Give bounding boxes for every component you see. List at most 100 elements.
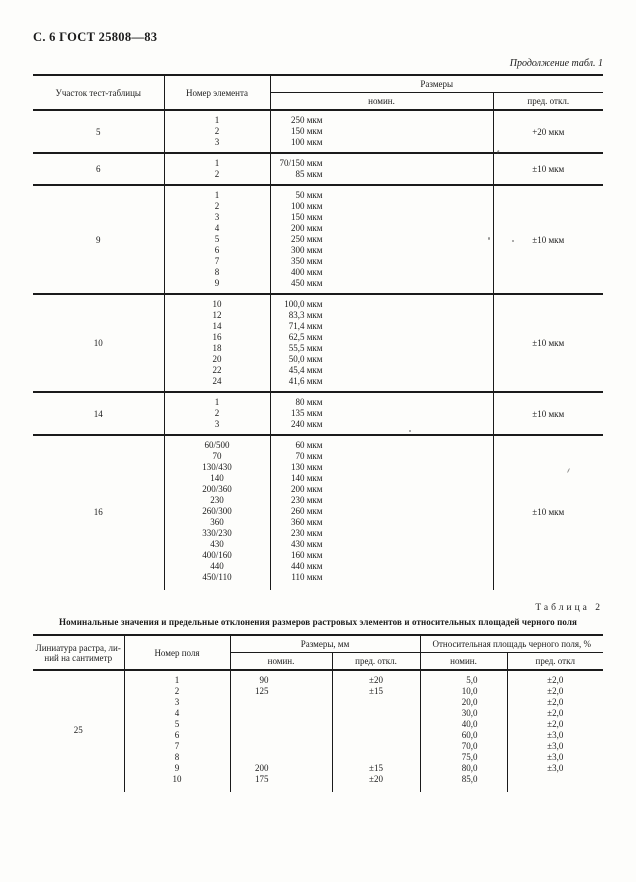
scan-speck	[512, 240, 514, 242]
nominal-value: 100 мкм	[290, 137, 323, 147]
nominal-value: 250 мкм	[290, 115, 323, 125]
nominal-value: 71,4 мкм	[288, 321, 323, 331]
section-number-cell: 5	[33, 110, 164, 154]
area-deviation: ±2,0	[547, 719, 564, 729]
element-number: 1	[214, 115, 220, 125]
element-number: 3	[214, 137, 220, 147]
element-number: 2	[214, 408, 220, 418]
size-nominal	[231, 741, 332, 752]
field-number: 6	[174, 730, 180, 740]
field-number: 9	[174, 763, 180, 773]
scan-speck	[409, 430, 411, 432]
size-deviation: ±15	[369, 686, 383, 696]
size-deviation	[333, 719, 420, 730]
area-nominal: 85,0	[461, 774, 478, 784]
element-number: 330/230	[202, 528, 232, 538]
area-nominal: 70,0	[461, 741, 478, 751]
nominal-value: 200 мкм	[290, 223, 323, 233]
size-deviations-cell: ±20 ±15 ±15 ±20	[331, 670, 420, 792]
nominal-value: 300 мкм	[290, 245, 323, 255]
size-nominal: 175	[255, 774, 269, 784]
nominal-value: 150 мкм	[290, 212, 323, 222]
nominal-value: 62,5 мкм	[288, 332, 323, 342]
element-number: 430	[210, 539, 224, 549]
section-number-cell: 16	[93, 506, 103, 517]
table1-header-section: Участок тест-таблицы	[33, 75, 164, 111]
element-number: 2	[214, 201, 220, 211]
size-deviation: ±20	[369, 774, 383, 784]
deviation-cell: +20 мкм	[492, 110, 604, 154]
field-number: 7	[174, 741, 180, 751]
nominal-value: 100 мкм	[290, 201, 323, 211]
element-number: 16	[212, 332, 222, 342]
nominal-value: 85 мкм	[295, 169, 323, 179]
section-number-cell: 9	[33, 185, 164, 295]
table1-section-row: 9 1 2 3 4 5 6 7 8 9 50 мкм 100 мкм 150 мкм 200 мкм 250…	[33, 185, 604, 295]
nominal-value: 70 мкм	[295, 451, 323, 461]
nominal-values-cell: 100,0 мкм 83,3 мкм 71,4 мкм 62,5 мкм 55,5 мк…	[269, 294, 493, 393]
nominal-value: 450 мкм	[290, 278, 323, 288]
area-deviation: ±2,0	[547, 686, 564, 696]
element-number: 7	[214, 256, 220, 266]
table1-header-deviation: пред. откл.	[492, 92, 604, 111]
element-number: 140	[210, 473, 224, 483]
nominal-value: 160 мкм	[290, 550, 323, 560]
deviation-cell: ±10 мкм	[492, 294, 604, 393]
nominal-value: 430 мкм	[290, 539, 323, 549]
area-nominal: 75,0	[461, 752, 478, 762]
size-nominals-cell: 90 125 200 175	[229, 670, 332, 792]
table1-header-nominal: номин.	[269, 92, 493, 111]
size-nominal	[231, 730, 332, 741]
element-number: 450/110	[202, 572, 232, 582]
size-deviation	[333, 697, 420, 708]
area-nominal: 20,0	[461, 697, 478, 707]
table2-header-area-deviation: пред. откл	[506, 652, 603, 671]
table2-header-area-nominal: номин.	[419, 652, 507, 671]
element-number: 8	[214, 267, 220, 277]
table1-header-element: Номер элемента	[163, 75, 270, 111]
table1-header-sizes-group: Размеры	[269, 75, 604, 93]
nominal-value: 50,0 мкм	[288, 354, 323, 364]
nominal-value: 200 мкм	[290, 484, 323, 494]
table2-header-field: Номер поля	[123, 635, 230, 671]
element-number: 10	[212, 299, 222, 309]
nominal-value: 240 мкм	[290, 419, 323, 429]
nominal-value: 250 мкм	[290, 234, 323, 244]
area-nominal: 5,0	[466, 675, 478, 685]
size-nominal	[231, 752, 332, 763]
element-numbers-cell: 60/500 70 130/430 140 200/360 230 260/300 360 33…	[163, 435, 270, 590]
table2-header-lineature: Линиатура растра, ли- ний на сантиметр	[33, 635, 124, 671]
size-nominal: 125	[255, 686, 269, 696]
area-deviation	[508, 774, 604, 785]
area-deviation: ±3,0	[547, 752, 564, 762]
nominal-value: 70/150 мкм	[279, 158, 323, 168]
element-number: 260/300	[202, 506, 232, 516]
size-deviation	[333, 752, 420, 763]
nominal-values-cell: 250 мкм 150 мкм 100 мкм	[269, 110, 493, 154]
element-number: 22	[212, 365, 222, 375]
element-number: 18	[212, 343, 222, 353]
element-number: 20	[212, 354, 222, 364]
nominal-value: 440 мкм	[290, 561, 323, 571]
area-nominal: 60,0	[461, 730, 478, 740]
nominal-value: 60 мкм	[295, 440, 323, 450]
table2: Линиатура растра, ли- ний на сантиметр Н…	[33, 634, 603, 792]
field-number: 2	[174, 686, 180, 696]
nominal-value: 230 мкм	[290, 528, 323, 538]
section-number-cell: 14	[33, 392, 164, 436]
area-nominals-cell: 5,0 10,0 20,0 30,0 40,0 60,0 70,0 75,0 80,0 85,0	[419, 670, 507, 792]
size-deviation: ±20	[369, 675, 383, 685]
area-deviations-cell: ±2,0 ±2,0 ±2,0 ±2,0 ±2,0 ±3,0 ±3,0 ±3,0 ±3,0	[506, 670, 604, 792]
table2-header-size-deviation: пред. откл.	[331, 652, 420, 671]
size-deviation	[333, 708, 420, 719]
element-number: 360	[210, 517, 224, 527]
element-number: 440	[210, 561, 224, 571]
area-nominal: 10,0	[461, 686, 478, 696]
element-number: 200/360	[202, 484, 232, 494]
section-number-cell: 10	[33, 294, 164, 393]
area-deviation: ±3,0	[547, 741, 564, 751]
deviation-cell: ±10 мкм	[492, 185, 604, 295]
